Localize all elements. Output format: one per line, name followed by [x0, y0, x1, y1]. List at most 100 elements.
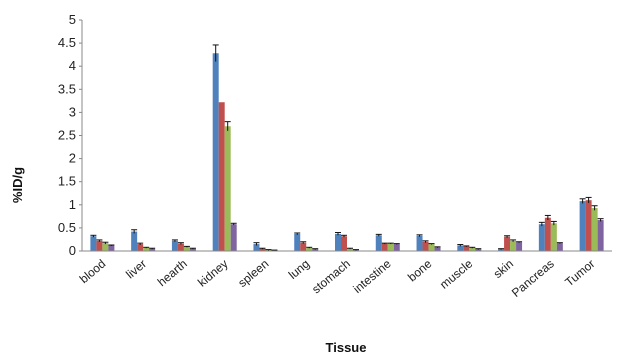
bar-blood-4	[108, 245, 115, 251]
error-bar	[556, 242, 563, 244]
error-bar	[335, 232, 341, 236]
bar-hearth-2	[177, 243, 184, 251]
bar-intestine-2	[381, 243, 388, 251]
y-tick-label: 1.5	[58, 174, 76, 189]
bar-tumor-3	[591, 208, 598, 251]
bar-kidney-2	[218, 102, 225, 252]
error-bar	[341, 234, 347, 238]
error-bar	[387, 242, 394, 245]
bar-tumor-2	[585, 200, 592, 251]
bar-tumor-4	[597, 220, 604, 251]
bar-blood-1	[90, 236, 97, 251]
error-bar	[381, 242, 388, 245]
bar-kidney-4	[230, 224, 237, 251]
x-tick-label: Tumor	[562, 257, 597, 290]
error-bar	[143, 246, 150, 249]
error-bar	[306, 246, 313, 249]
bar-blood-3	[102, 243, 109, 251]
x-tick-label: bone	[405, 256, 435, 284]
error-bar	[416, 234, 423, 237]
error-bar	[597, 218, 604, 222]
error-bar	[422, 240, 429, 243]
bar-kidney-3	[224, 126, 231, 251]
error-bar	[294, 232, 301, 235]
error-bar	[224, 121, 231, 131]
error-bar	[131, 229, 138, 234]
bar-muscle-2	[463, 246, 470, 251]
error-bar	[550, 220, 557, 226]
bar-stomach-1	[335, 233, 341, 251]
bar-bone-2	[422, 241, 429, 251]
bar-lung-2	[300, 242, 307, 251]
error-bar	[102, 241, 109, 245]
bar-muscle-3	[469, 247, 476, 251]
x-tick-label: Pancreas	[509, 257, 557, 300]
error-bar	[108, 244, 115, 246]
bar-skin-1	[498, 249, 505, 251]
error-bar	[230, 222, 237, 226]
bar-skin-3	[510, 240, 517, 251]
bar-bone-3	[428, 244, 435, 251]
bar-kidney-1	[212, 53, 219, 251]
y-tick-label: 3	[69, 104, 76, 119]
x-tick-label: hearth	[155, 257, 190, 290]
x-tick-label: intestine	[350, 256, 393, 296]
error-bar	[265, 249, 272, 251]
error-bar	[498, 248, 505, 250]
error-bar	[149, 247, 156, 250]
y-tick-label: 1	[69, 197, 76, 212]
error-bar	[212, 44, 219, 62]
bar-bone-4	[434, 247, 441, 251]
error-bar	[137, 242, 144, 245]
bar-blood-2	[96, 240, 103, 251]
error-bar	[510, 239, 517, 242]
bar-bone-1	[416, 235, 423, 251]
error-bar	[177, 242, 184, 245]
y-axis-ticks: 0 0.5 1 1.5 2 2.5 3 3.5 4 4.5 5	[58, 12, 82, 258]
y-tick-label: 5	[69, 12, 76, 27]
error-bar	[300, 241, 307, 244]
error-bar	[259, 247, 266, 250]
y-tick-label: 0.5	[58, 220, 76, 235]
x-axis-tick-labels: blood liver hearth kidney spleen lungstomachi…	[77, 256, 598, 300]
error-bar	[591, 205, 598, 211]
error-bar	[504, 235, 511, 238]
error-bar	[428, 243, 435, 245]
bar-lung-3	[306, 247, 313, 251]
bar-spleen-1	[253, 244, 260, 251]
x-tick-label: lung	[286, 257, 312, 282]
x-tick-label: kidney	[195, 257, 231, 290]
error-bar	[463, 245, 470, 247]
error-bar	[544, 214, 551, 221]
error-bar	[393, 243, 400, 245]
error-bar	[375, 233, 382, 237]
bar-liver-1	[131, 231, 138, 251]
error-bar	[253, 242, 260, 246]
error-bar	[434, 246, 441, 248]
bar-stomach-3	[347, 248, 353, 251]
bar-muscle-4	[475, 249, 482, 251]
error-bar	[96, 239, 103, 242]
x-axis-title: Tissue	[326, 340, 367, 355]
bar-spleen-2	[259, 248, 266, 251]
error-bar	[90, 234, 97, 238]
bar-liver-4	[149, 248, 156, 251]
error-bar	[516, 241, 523, 243]
bar-tumor-1	[579, 201, 586, 251]
y-axis-title: %ID/g	[10, 167, 25, 203]
error-bar	[538, 221, 545, 227]
error-bar	[457, 244, 464, 247]
bar-lung-4	[312, 249, 319, 251]
bar-pancreas-1	[538, 224, 545, 251]
bar-liver-3	[143, 247, 150, 251]
x-tick-label: skin	[491, 257, 516, 281]
x-tick-label: spleen	[235, 257, 271, 290]
x-tick-label: liver	[123, 257, 149, 282]
bar-intestine-4	[393, 244, 400, 251]
bar-hearth-3	[183, 246, 190, 251]
bar-skin-4	[516, 242, 523, 251]
x-tick-label: stomach	[309, 257, 353, 297]
error-bar	[579, 198, 586, 204]
error-bar	[171, 239, 178, 242]
x-tick-label: blood	[77, 257, 109, 287]
